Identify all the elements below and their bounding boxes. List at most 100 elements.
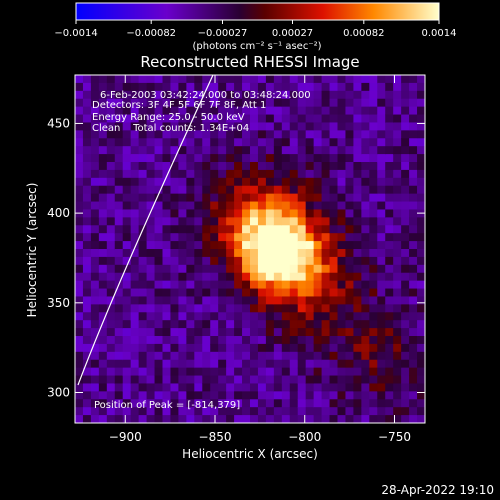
heatmap-cell	[170, 82, 180, 92]
heatmap-cell	[250, 249, 259, 258]
heatmap-cell	[297, 217, 307, 226]
heatmap-cell	[289, 185, 299, 195]
heatmap-cell	[393, 375, 402, 385]
heatmap-cell	[250, 375, 259, 385]
heatmap-cell	[202, 98, 211, 108]
heatmap-cell	[321, 280, 331, 290]
heatmap-cell	[226, 256, 235, 266]
heatmap-cell	[226, 296, 235, 305]
heatmap-cell	[170, 399, 180, 408]
heatmap-cell	[130, 185, 140, 195]
heatmap-cell	[401, 272, 410, 282]
heatmap-cell	[178, 407, 187, 416]
heatmap-cell	[242, 82, 251, 92]
heatmap-cell	[385, 391, 394, 400]
heatmap-cell	[106, 407, 116, 416]
heatmap-cell	[305, 375, 315, 385]
heatmap-cell	[345, 146, 355, 155]
heatmap-cell	[417, 217, 425, 226]
heatmap-cell	[273, 351, 283, 361]
heatmap-cell	[345, 114, 355, 124]
heatmap-cell	[226, 241, 235, 250]
heatmap-cell	[98, 75, 108, 84]
heatmap-cell	[194, 154, 203, 163]
heatmap-cell	[305, 169, 315, 179]
heatmap-cell	[321, 217, 331, 226]
heatmap-cell	[385, 249, 394, 258]
heatmap-cell	[75, 122, 84, 131]
heatmap-cell	[226, 114, 235, 124]
heatmap-cell	[218, 312, 227, 321]
heatmap-cell	[138, 328, 148, 337]
heatmap-cell	[369, 336, 378, 345]
heatmap-cell	[170, 138, 180, 147]
heatmap-cell	[353, 383, 362, 392]
heatmap-cell	[393, 328, 402, 337]
heatmap-cell	[265, 130, 275, 139]
heatmap-cell	[75, 193, 84, 203]
heatmap-cell	[273, 249, 283, 258]
heatmap-cell	[401, 296, 410, 305]
heatmap-cell	[313, 288, 323, 298]
heatmap-cell	[178, 328, 187, 337]
heatmap-cell	[289, 233, 299, 242]
heatmap-cell	[90, 146, 100, 155]
heatmap-cell	[385, 82, 394, 92]
heatmap-cell	[226, 185, 235, 195]
heatmap-cell	[353, 122, 362, 131]
heatmap-cell	[250, 296, 259, 305]
heatmap-cell	[345, 415, 355, 423]
heatmap-cell	[417, 98, 425, 108]
heatmap-cell	[210, 343, 219, 353]
heatmap-cell	[146, 185, 156, 195]
heatmap-cell	[162, 264, 172, 274]
heatmap-cell	[289, 304, 299, 313]
heatmap-cell	[345, 169, 355, 179]
heatmap-cell	[401, 399, 410, 408]
heatmap-cell	[337, 114, 347, 124]
heatmap-cell	[329, 359, 339, 369]
heatmap-cell	[265, 122, 275, 131]
heatmap-cell	[154, 90, 164, 100]
heatmap-cell	[401, 328, 410, 337]
heatmap-cell	[305, 162, 315, 171]
heatmap-cell	[170, 304, 180, 313]
heatmap-cell	[281, 407, 291, 416]
heatmap-cell	[409, 90, 418, 100]
heatmap-cell	[162, 154, 172, 163]
heatmap-cell	[353, 225, 362, 234]
heatmap-cell	[265, 288, 275, 298]
heatmap-cell	[202, 217, 211, 226]
heatmap-cell	[162, 328, 172, 337]
heatmap-cell	[75, 328, 84, 337]
heatmap-cell	[218, 399, 227, 408]
heatmap-cell	[242, 201, 251, 211]
heatmap-cell	[393, 217, 402, 226]
heatmap-cell	[226, 217, 235, 226]
heatmap-cell	[218, 359, 227, 369]
heatmap-cell	[377, 272, 386, 282]
heatmap-cell	[353, 359, 362, 369]
heatmap-cell	[234, 328, 243, 337]
heatmap-cell	[186, 193, 195, 203]
heatmap-cell	[273, 359, 283, 369]
annotation-clean: Clean Total counts: 1.34E+04	[92, 123, 249, 134]
heatmap-cell	[90, 169, 100, 179]
heatmap-cell	[106, 241, 116, 250]
heatmap-cell	[242, 288, 251, 298]
heatmap-cell	[297, 162, 307, 171]
heatmap-cell	[194, 328, 203, 337]
heatmap-cell	[265, 272, 275, 282]
heatmap-cell	[257, 106, 267, 116]
heatmap-cell	[345, 122, 355, 131]
heatmap-cell	[257, 162, 267, 171]
heatmap-cell	[210, 233, 219, 242]
heatmap-cell	[289, 375, 299, 385]
heatmap-cell	[202, 391, 211, 400]
heatmap-cell	[98, 114, 108, 124]
heatmap-cell	[234, 296, 243, 305]
heatmap-cell	[313, 225, 323, 234]
heatmap-cell	[305, 209, 315, 218]
heatmap-cell	[226, 343, 235, 353]
heatmap-cell	[90, 343, 100, 353]
